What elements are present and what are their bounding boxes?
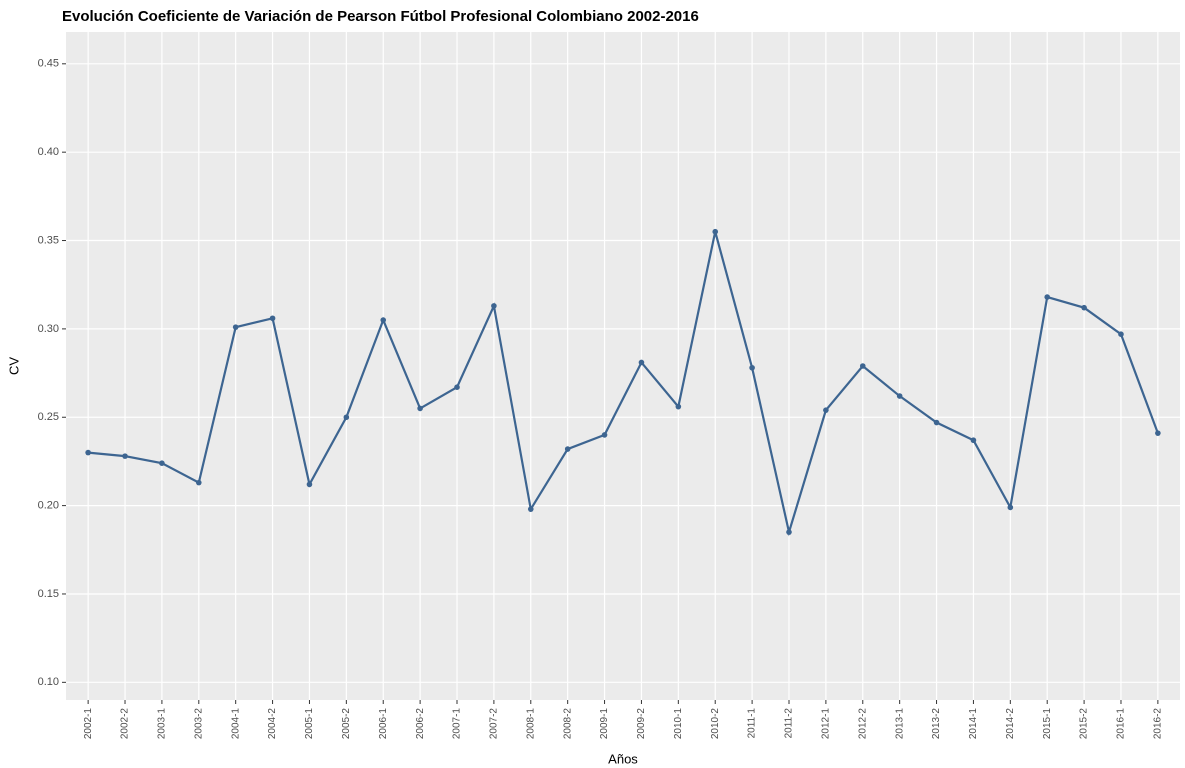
point (306, 481, 313, 488)
x-tick-label: 2003-2 (193, 708, 204, 740)
x-tick-label: 2012-1 (821, 708, 832, 740)
point (491, 303, 497, 309)
x-tick-label: 2016-2 (1153, 708, 1164, 740)
point (85, 449, 91, 456)
point (232, 324, 239, 330)
x-tick-label: 2010-1 (673, 708, 684, 740)
x-tick-label: 2015-2 (1079, 708, 1090, 740)
point (859, 363, 866, 369)
x-tick-label: 2012-2 (857, 708, 868, 740)
point (564, 446, 571, 452)
point (527, 506, 534, 512)
x-tick-label: 2003-1 (157, 708, 168, 740)
x-tick-label: 2013-1 (894, 708, 905, 740)
x-tick-label: 2008-2 (562, 708, 573, 740)
point (1155, 430, 1161, 436)
y-tick-label: 0.35 (38, 234, 59, 246)
x-tick-label: 2004-1 (230, 708, 241, 740)
x-tick-label: 2008-1 (525, 708, 536, 740)
x-tick-label: 2014-1 (968, 708, 979, 740)
point (786, 529, 792, 535)
x-tick-label: 2005-2 (341, 708, 352, 740)
x-tick-label: 2016-1 (1116, 708, 1127, 740)
y-tick-label: 0.25 (38, 411, 59, 423)
point (675, 403, 682, 410)
point (601, 432, 608, 438)
x-tick-label: 2014-2 (1005, 708, 1016, 740)
x-tick-label: 2007-2 (489, 708, 500, 740)
x-tick-label: 2006-1 (378, 708, 389, 740)
x-tick-label: 2006-2 (415, 708, 426, 740)
x-tick-label: 2009-1 (599, 708, 610, 740)
point (896, 393, 903, 399)
x-tick-label: 2007-1 (452, 708, 463, 740)
point (454, 384, 460, 391)
point (417, 405, 423, 412)
point (933, 419, 940, 426)
point (122, 453, 128, 459)
point (195, 479, 202, 486)
point (1007, 504, 1014, 511)
y-axis-label: CV (6, 357, 21, 375)
line (88, 231, 1159, 537)
point (1081, 304, 1087, 311)
x-tick-label: 2013-2 (931, 708, 942, 740)
point (343, 414, 350, 421)
point (823, 407, 829, 413)
x-tick-label: 2002-2 (120, 708, 131, 740)
y-tick-label: 0.10 (38, 676, 59, 688)
x-tick-label: 2009-2 (636, 708, 647, 740)
point (380, 317, 387, 323)
point (1044, 294, 1051, 300)
x-tick-label: 2010-2 (710, 708, 721, 740)
point (1118, 331, 1124, 337)
x-axis-label: Años (608, 751, 638, 766)
chart-title: Evolución Coeficiente de Variación de Pe… (62, 8, 699, 25)
point (638, 359, 645, 366)
y-tick-label: 0.15 (38, 588, 59, 600)
point (712, 228, 719, 235)
x-tick-label: 2005-1 (304, 708, 315, 740)
x-tick-label: 2004-2 (267, 708, 278, 740)
x-tick-label: 2015-1 (1042, 708, 1053, 740)
point (159, 460, 165, 466)
y-tick-label: 0.30 (38, 323, 59, 335)
x-tick-label: 2002-1 (83, 708, 94, 740)
panel (66, 32, 1180, 700)
point (970, 437, 977, 444)
y-tick-label: 0.40 (38, 146, 59, 158)
point (749, 364, 755, 371)
y-tick-label: 0.20 (38, 500, 59, 512)
x-tick-label: 2011-2 (784, 708, 795, 739)
y-tick-label: 0.45 (38, 58, 59, 70)
point (269, 315, 276, 322)
x-tick-label: 2011-1 (747, 708, 758, 739)
